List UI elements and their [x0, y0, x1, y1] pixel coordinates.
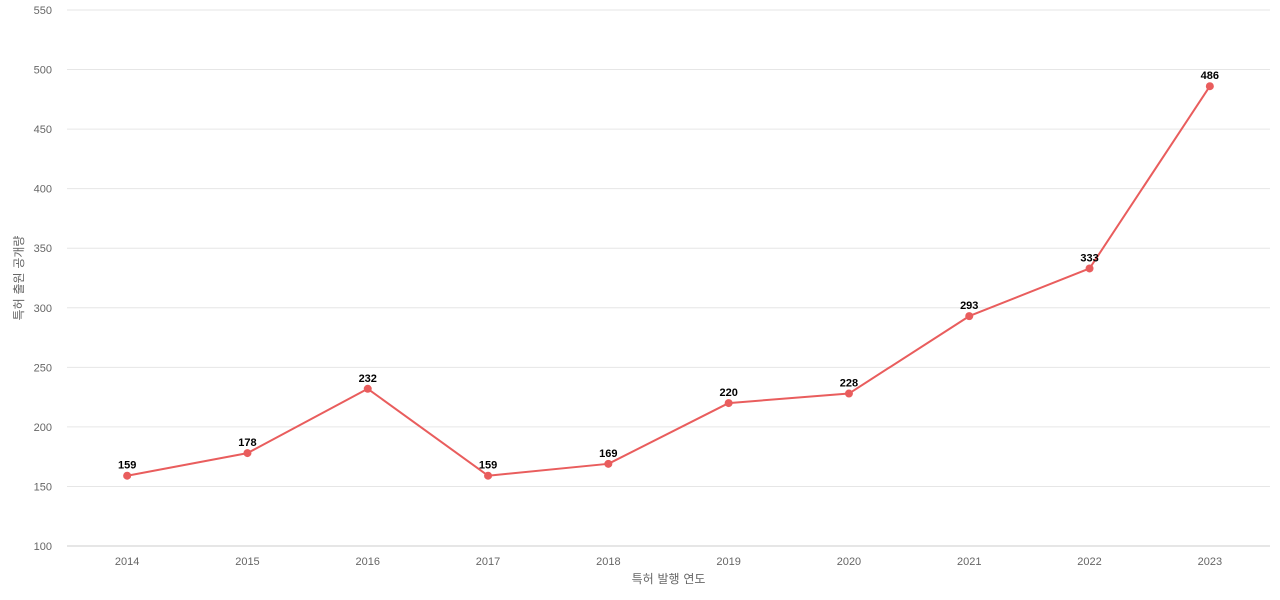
data-labels: 159 178 232 159 169 220 228 293 333 486	[118, 70, 1219, 471]
data-point[interactable]	[363, 384, 372, 393]
x-tick-label: 2023	[1198, 556, 1222, 568]
x-tick-label: 2022	[1077, 556, 1101, 568]
x-tick-label: 2018	[596, 556, 620, 568]
data-label: 486	[1201, 70, 1219, 82]
data-point[interactable]	[604, 459, 613, 468]
data-label: 232	[359, 373, 377, 385]
x-tick-label: 2020	[837, 556, 861, 568]
y-tick-label: 250	[34, 362, 52, 374]
data-label: 159	[479, 460, 497, 472]
data-point[interactable]	[1085, 264, 1094, 273]
series-line	[126, 85, 1211, 477]
data-label: 220	[719, 387, 737, 399]
series-group	[123, 82, 1214, 480]
x-tick-label: 2019	[716, 556, 740, 568]
data-label: 228	[840, 378, 858, 390]
data-point[interactable]	[965, 312, 974, 321]
grid-lines	[67, 9, 1270, 487]
y-tick-label: 550	[34, 5, 52, 17]
y-tick-label: 400	[34, 184, 52, 196]
data-label: 293	[960, 300, 978, 312]
y-tick-label: 450	[34, 124, 52, 136]
y-tick-label: 200	[34, 422, 52, 434]
y-tick-label: 300	[34, 303, 52, 315]
data-point[interactable]	[1205, 82, 1214, 91]
data-label: 178	[238, 437, 256, 449]
data-point[interactable]	[123, 471, 132, 480]
y-tick-label: 150	[34, 481, 52, 493]
x-tick-label: 2015	[235, 556, 259, 568]
data-label: 333	[1080, 252, 1098, 264]
x-tick-label: 2016	[356, 556, 380, 568]
y-tick-label: 100	[34, 541, 52, 553]
x-tick-label: 2017	[476, 556, 500, 568]
data-label: 169	[599, 448, 617, 460]
y-axis-title: 특허 출원 공개량	[12, 236, 26, 321]
y-tick-label: 350	[34, 243, 52, 255]
data-point[interactable]	[243, 449, 252, 458]
x-tick-label: 2014	[115, 556, 139, 568]
data-point[interactable]	[484, 471, 493, 480]
data-point[interactable]	[844, 389, 853, 398]
data-label: 159	[118, 460, 136, 472]
y-axis-ticks: 100 150 200 250 300 350 400 450 500 550	[34, 5, 52, 553]
x-tick-label: 2021	[957, 556, 981, 568]
y-tick-label: 500	[34, 65, 52, 77]
x-axis-ticks: 2014 2015 2016 2017 2018 2019 2020 2021 2022 2023	[115, 556, 1222, 568]
x-axis-title: 특허 발행 연도	[632, 571, 706, 586]
data-point[interactable]	[724, 399, 733, 408]
